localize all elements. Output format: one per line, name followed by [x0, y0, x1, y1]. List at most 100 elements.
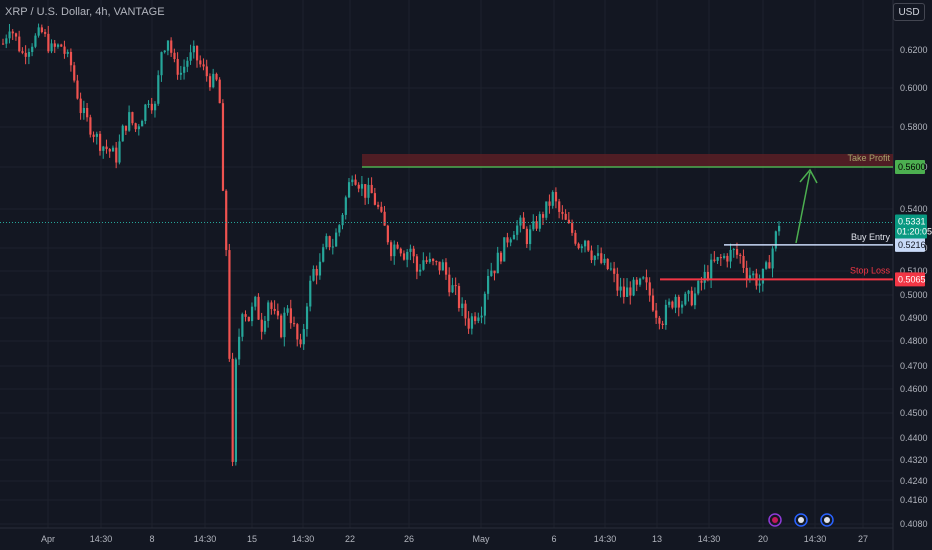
candle-body [661, 323, 664, 325]
candle-body [283, 312, 286, 338]
time-tick-label: 14:30 [194, 534, 217, 544]
candle-body [512, 234, 516, 240]
candle-body [225, 190, 228, 251]
candle-body [651, 295, 655, 311]
candle-body [551, 192, 554, 206]
candle-body [690, 290, 693, 306]
candle-body [244, 314, 247, 317]
candle-body [260, 319, 263, 332]
candle-body [335, 232, 338, 247]
time-tick-label: 20 [758, 534, 768, 544]
candle-body [584, 240, 587, 247]
candle-body [250, 306, 254, 322]
candle-body [286, 308, 289, 313]
candle-body [480, 315, 483, 318]
candle-body [735, 249, 739, 255]
candle-body [92, 134, 95, 137]
candle-body [318, 261, 322, 276]
time-tick-label: 6 [551, 534, 556, 544]
candle-body [166, 40, 170, 51]
candle-body [66, 51, 69, 54]
candle-body [390, 242, 393, 257]
candle-body [687, 290, 690, 294]
currency-button[interactable]: USD [893, 3, 925, 21]
price-tick-label: 0.4400 [900, 433, 928, 443]
candle-body [697, 280, 700, 294]
bar-countdown-text: 01:20:05 [897, 226, 932, 236]
candle-body [499, 252, 503, 262]
candle-body [322, 247, 325, 262]
candle-body [131, 112, 134, 124]
candle-body [710, 259, 713, 279]
candle-body [202, 64, 205, 67]
time-tick-label: Apr [41, 534, 55, 544]
candle-body [212, 73, 215, 88]
price-tick-label: 0.5400 [900, 204, 928, 214]
candle-body [538, 214, 541, 229]
candle-body [745, 267, 748, 279]
candle-body [684, 293, 687, 305]
candle-body [89, 117, 92, 135]
candle-body [419, 269, 422, 272]
candle-body [189, 52, 192, 61]
candle-body [677, 296, 680, 308]
candle-body [56, 44, 60, 47]
candle-body [293, 323, 296, 325]
candle-body [467, 318, 470, 329]
candle-body [635, 279, 638, 285]
candle-body [622, 286, 625, 297]
candle-body [199, 60, 202, 65]
candle-body [231, 358, 234, 462]
candle-body [406, 251, 409, 260]
candle-body [393, 244, 396, 257]
candle-body [215, 73, 218, 80]
candle-body [516, 225, 519, 235]
candle-body [454, 285, 457, 287]
candle-body [642, 277, 645, 279]
candle-body [700, 280, 703, 283]
buy-entry-badge [895, 237, 925, 252]
candle-body [50, 43, 53, 52]
candle-body [778, 225, 781, 232]
candle-body [477, 317, 480, 321]
candle-body [554, 192, 558, 202]
candle-body [774, 231, 777, 249]
time-tick-label: 22 [345, 534, 355, 544]
candle-body [147, 103, 150, 105]
candle-body [461, 303, 464, 309]
candle-body [422, 260, 425, 270]
candle-body [435, 261, 438, 263]
candle-body [296, 324, 299, 340]
lightning-event-icon [768, 513, 782, 527]
candle-body [706, 271, 710, 279]
time-tick-label: 14:30 [594, 534, 617, 544]
candle-body [412, 248, 415, 257]
candle-body [671, 301, 674, 308]
candle-body [493, 270, 496, 274]
candle-body [270, 302, 273, 309]
candle-body [535, 221, 538, 229]
candle-body [742, 255, 745, 268]
candle-body [451, 285, 454, 293]
candle-body [63, 46, 66, 54]
take-profit-label: Take Profit [847, 153, 890, 163]
time-tick-label: 8 [149, 534, 154, 544]
candle-body [2, 43, 5, 45]
candle-body [95, 133, 98, 137]
price-tick-label: 0.6000 [900, 83, 928, 93]
candle-body [160, 52, 163, 76]
time-tick-label: 26 [404, 534, 414, 544]
candle-body [173, 52, 176, 60]
candle-body [577, 243, 580, 249]
candle-body [658, 317, 661, 324]
candle-body [564, 213, 567, 220]
take-profit-badge-text: 0.5600 [898, 162, 926, 172]
candle-body [726, 255, 729, 262]
candle-body [590, 250, 593, 261]
candle-body [409, 248, 412, 252]
candle-body [338, 225, 341, 233]
candle-body [11, 31, 14, 34]
us-flag-event-icon-inner [798, 517, 804, 523]
candle-body [761, 268, 765, 284]
